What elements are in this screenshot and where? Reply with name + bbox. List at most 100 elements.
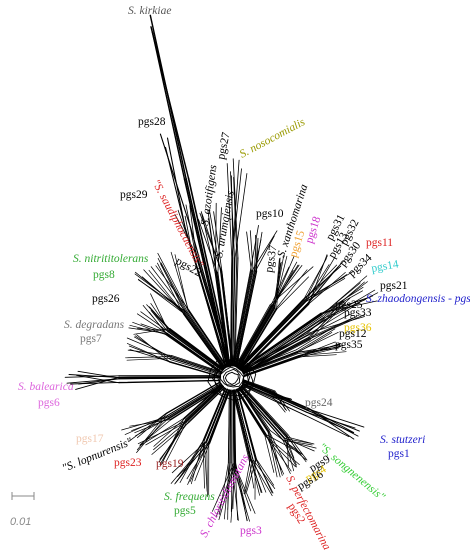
branch-tip — [283, 437, 315, 452]
branch-tip — [298, 345, 344, 357]
reticulation-edge — [227, 385, 234, 388]
branch-tip — [255, 458, 274, 494]
branch-tip — [230, 462, 233, 512]
branch-tip — [150, 266, 187, 313]
reticulation-edge — [234, 382, 240, 386]
branch-tip — [231, 462, 239, 521]
branch-tip — [226, 163, 233, 259]
branch-tip — [307, 313, 351, 336]
branch-tip — [253, 239, 262, 272]
branch-tip — [296, 328, 336, 352]
branch-stem — [240, 314, 323, 371]
branch-stem — [229, 389, 231, 464]
branch-tip — [185, 204, 196, 252]
taxon-label-pgs23: pgs23 — [114, 457, 142, 469]
branch-stem — [238, 387, 269, 433]
branch-stem — [187, 310, 228, 368]
branch-tip — [268, 430, 283, 476]
branch-tip — [270, 266, 290, 306]
branch-stem — [230, 257, 234, 367]
reticulation-edge — [223, 379, 228, 386]
branch-stem — [237, 306, 274, 369]
branch-stem — [216, 272, 230, 367]
taxon-label-nosocomialis: S. nosocomialis — [238, 116, 308, 161]
branch-tip — [170, 251, 189, 311]
branch-tip — [283, 438, 311, 444]
branch-tip — [271, 264, 299, 307]
branch-stem — [237, 388, 257, 460]
reticulation-edge — [228, 371, 233, 375]
branch-tip — [273, 270, 294, 308]
branch-tip — [264, 433, 275, 473]
branch-tip — [157, 257, 186, 314]
taxon-label-stutzeri: S. stutzeri — [380, 434, 425, 446]
branch-tip — [140, 417, 185, 446]
branch-tip — [287, 434, 308, 461]
branch-stem — [167, 330, 223, 372]
branch-stem — [235, 304, 271, 367]
branch-stem — [236, 388, 267, 434]
branch-tip — [127, 349, 173, 356]
taxon-label-balearica: S. balearica — [18, 381, 74, 393]
branch-tip — [268, 431, 281, 478]
branch-stem — [208, 389, 230, 443]
branch-tip — [136, 313, 167, 334]
taxon-label-nitrititolerans: S. nitrititolerans — [73, 253, 149, 265]
branch-tip — [177, 209, 193, 252]
branch-tip — [255, 235, 275, 272]
branch-stem — [185, 178, 230, 368]
branch-tip — [159, 421, 189, 460]
taxon-label-pgs36: pgs36 — [344, 322, 372, 334]
branch-stem — [186, 310, 227, 369]
branch-stem — [232, 257, 236, 367]
branch-tip — [227, 462, 229, 520]
branch-stem — [240, 333, 308, 371]
branch-stem — [185, 385, 224, 421]
branch-tip — [180, 440, 204, 477]
branch-stem — [203, 387, 226, 441]
branch-stem — [220, 271, 233, 367]
branch-stem — [232, 389, 252, 461]
branch-tip — [306, 411, 356, 429]
branch-stem — [242, 350, 298, 373]
branch-tip — [298, 354, 337, 358]
branch-tip — [148, 311, 167, 335]
branch-stem — [231, 269, 251, 367]
branch-tip — [128, 412, 167, 443]
branch-tip — [134, 273, 187, 313]
branch-stem — [236, 306, 274, 368]
branch-stem — [170, 357, 222, 375]
reticulation-edge — [222, 376, 225, 381]
branch-stem — [217, 271, 231, 367]
branch-tip — [126, 337, 172, 358]
taxon-label-pgs37: pgs37 — [263, 244, 280, 273]
branch-tip — [276, 257, 281, 310]
branch-tip — [208, 208, 222, 273]
branch-tip — [189, 205, 196, 251]
branch-stem — [166, 381, 221, 415]
branch-stem — [238, 387, 269, 433]
taxon-label-frequens: S. frequens — [164, 491, 215, 503]
branch-stem — [236, 388, 256, 460]
branch-stem — [169, 361, 221, 377]
branch-tip — [132, 321, 166, 335]
branch-tip — [255, 234, 258, 272]
branch-stem — [165, 333, 222, 374]
reticulation-edge — [230, 366, 237, 370]
branch-stem — [231, 389, 250, 461]
branch-stem — [241, 384, 273, 399]
branch-tip — [179, 440, 204, 483]
taxon-label-pgs18: pgs18 — [303, 215, 323, 245]
branch-tip — [307, 409, 359, 437]
branch-stem — [232, 389, 235, 464]
taxon-label-pgs10: pgs10 — [256, 208, 284, 220]
branch-stem — [243, 379, 276, 392]
scale-bar: 0.01 — [10, 492, 35, 528]
branch-tip — [267, 431, 278, 478]
branch-tip — [219, 462, 229, 515]
taxon-label-pgs28: pgs28 — [138, 116, 166, 128]
branch-tip — [251, 230, 278, 271]
branch-stem — [184, 312, 225, 370]
taxon-label-zhaodongensis: S. zhaodongensis - pgs20 — [366, 293, 470, 305]
branch-stem — [243, 356, 300, 378]
